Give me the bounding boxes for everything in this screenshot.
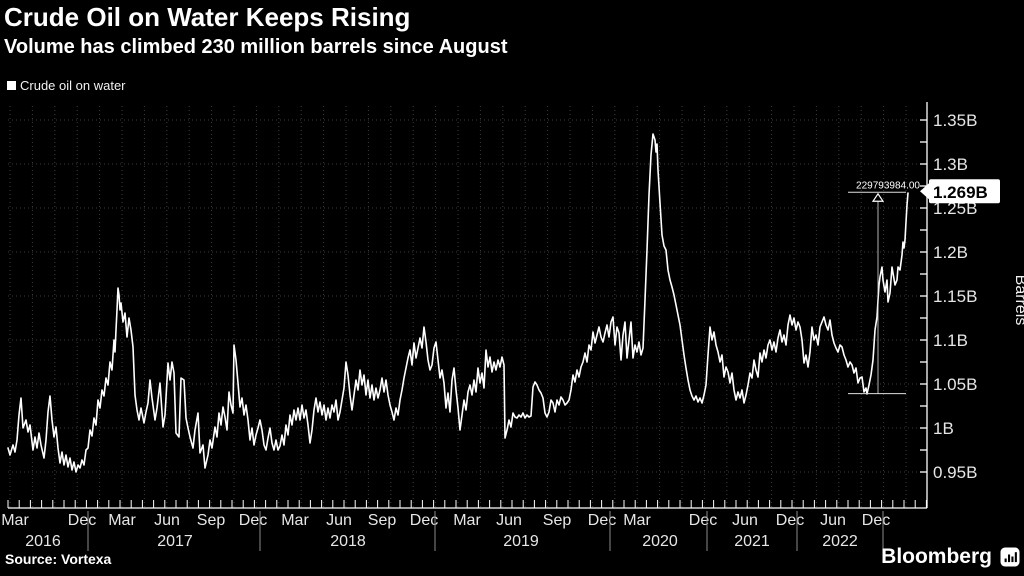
x-axis-year-label: 2021 <box>734 533 770 550</box>
y-axis-tick-label: 1.05B <box>933 375 977 394</box>
y-axis-tick-label: 1B <box>933 419 954 438</box>
x-axis-year-label: 2022 <box>822 533 858 550</box>
bloomberg-logo-icon <box>1000 547 1020 567</box>
source-credit: Source: Vortexa <box>5 551 112 567</box>
x-axis-month-label: Jun <box>326 512 352 529</box>
chart-title: Crude Oil on Water Keeps Rising <box>4 2 411 32</box>
x-axis-month-label: Dec <box>239 512 267 529</box>
x-axis-year-label: 2019 <box>503 533 539 550</box>
x-axis-month-label: Sep <box>368 512 397 529</box>
y-axis-tick-label: 1.1B <box>933 331 968 350</box>
x-axis-month-label: Jun <box>496 512 522 529</box>
x-axis-year-label: 2016 <box>25 533 61 550</box>
measure-value-label: 229793984.00 <box>856 180 920 191</box>
x-axis-month-label: Jun <box>820 512 846 529</box>
y-axis-tick-label: 1.3B <box>933 155 968 174</box>
legend-swatch-icon <box>7 81 16 90</box>
x-axis-month-label: Mar <box>453 512 481 529</box>
last-value-badge-label: 1.269B <box>933 183 988 202</box>
x-axis-month-label: Dec <box>776 512 804 529</box>
chart-subtitle: Volume has climbed 230 million barrels s… <box>4 36 508 58</box>
x-axis-month-label: Dec <box>410 512 438 529</box>
x-axis-year-label: 2020 <box>642 533 678 550</box>
last-value-badge <box>929 179 1000 204</box>
y-axis-tick-label: 1.15B <box>933 287 977 306</box>
x-axis-month-label: Mar <box>623 512 651 529</box>
triangle-up-icon <box>871 192 885 202</box>
y-axis-tick-label: 1.25B <box>933 199 977 218</box>
y-axis-tick-label: 0.95B <box>933 463 977 482</box>
x-axis-month-label: Jun <box>154 512 180 529</box>
x-axis-year-label: 2018 <box>330 533 366 550</box>
x-axis-month-label: Dec <box>862 512 890 529</box>
x-axis-month-label: Dec <box>68 512 96 529</box>
x-axis-month-label: Sep <box>543 512 572 529</box>
x-axis-month-label: Dec <box>689 512 717 529</box>
x-axis-month-label: Sep <box>197 512 226 529</box>
x-axis-month-label: Mar <box>1 512 29 529</box>
x-axis-year-label: 2017 <box>157 533 193 550</box>
y-axis-title: Barrels <box>1012 275 1024 326</box>
crude-oil-on-water-line <box>7 133 909 473</box>
x-axis-month-label: Dec <box>588 512 616 529</box>
bloomberg-wordmark: Bloomberg <box>881 545 992 568</box>
legend-label: Crude oil on water <box>20 78 126 93</box>
x-axis-month-label: Mar <box>281 512 309 529</box>
x-axis-month-label: Mar <box>108 512 136 529</box>
x-axis-month-label: Jun <box>732 512 758 529</box>
bloomberg-brand: Bloomberg <box>881 545 1020 569</box>
badge-arrow-icon <box>920 183 929 200</box>
y-axis-tick-label: 1.2B <box>933 243 968 262</box>
y-axis-tick-label: 1.35B <box>933 111 977 130</box>
legend: Crude oil on water <box>7 78 126 93</box>
